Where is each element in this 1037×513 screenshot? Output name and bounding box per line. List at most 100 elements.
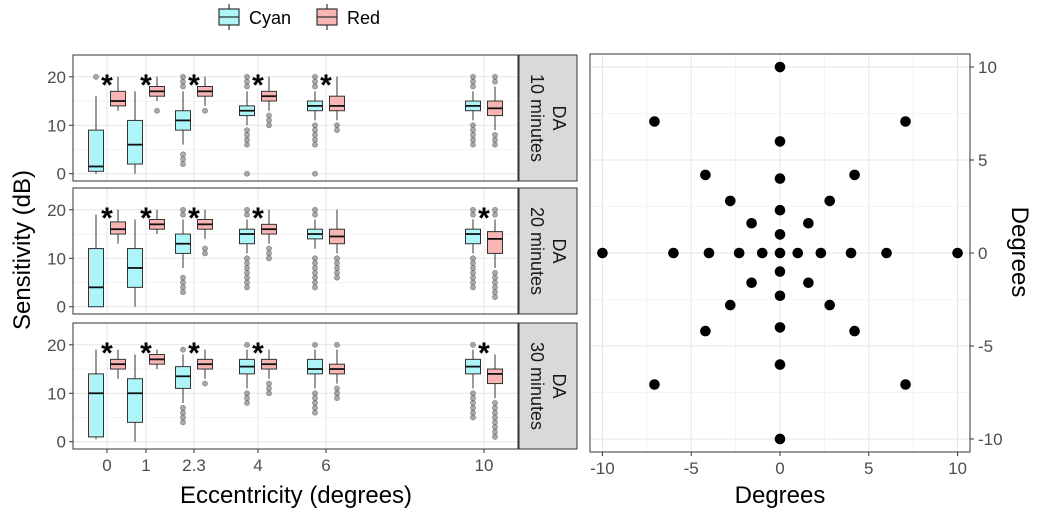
- box-red-4: [261, 76, 277, 129]
- outlier-point: [312, 78, 318, 85]
- outlier-point: [244, 170, 250, 177]
- scatter-point: [774, 61, 786, 73]
- outlier-point: [244, 269, 250, 276]
- outlier-point: [470, 404, 476, 411]
- outlier-point: [266, 390, 272, 397]
- outlier-point: [180, 409, 186, 416]
- scatter-point: [803, 217, 814, 229]
- outlier-point: [180, 83, 186, 90]
- box-red-2.3: [197, 349, 213, 387]
- box-red-1: [149, 209, 165, 235]
- outlier-point: [312, 206, 318, 213]
- box-red-1: [149, 349, 165, 370]
- outlier-point: [180, 346, 186, 353]
- box-iqr: [239, 228, 255, 245]
- outlier-point: [312, 136, 318, 143]
- box-iqr: [487, 368, 503, 385]
- scatter-point: [952, 247, 963, 259]
- outlier-point: [266, 250, 272, 257]
- box-cyan-10: [465, 73, 481, 148]
- box-iqr: [110, 90, 126, 107]
- outlier-point: [492, 269, 498, 276]
- box-cyan-1: [127, 91, 143, 174]
- outlier-point: [180, 211, 186, 218]
- outlier-point: [492, 409, 498, 416]
- boxplot-y-axis-title: Sensitivity (dB): [9, 170, 36, 330]
- scatter-point: [649, 379, 660, 390]
- outlier-point: [334, 265, 340, 271]
- significance-star: *: [101, 337, 113, 370]
- panel-border: [72, 187, 519, 315]
- outlier-point: [334, 395, 340, 402]
- scatter-point: [756, 247, 768, 259]
- legend-item-red: Red: [316, 4, 380, 30]
- scatter-point: [774, 290, 786, 302]
- box-iqr: [487, 231, 503, 254]
- facet-strip-label: 30 minutes: [527, 342, 547, 430]
- scatter-point: [724, 299, 736, 311]
- x-tick-label: 6: [321, 456, 330, 475]
- outlier-point: [312, 341, 318, 348]
- outlier-point: [312, 122, 318, 129]
- outlier-point: [312, 170, 318, 177]
- scatter-point: [881, 247, 892, 259]
- outlier-point: [266, 245, 272, 252]
- outlier-point: [312, 255, 318, 262]
- box-red-0: [110, 76, 126, 111]
- outlier-point: [492, 284, 498, 291]
- y-tick-label: -5: [978, 337, 993, 356]
- y-tick-label: 0: [57, 433, 66, 452]
- legend: Cyan Red: [218, 4, 380, 30]
- box-iqr: [127, 378, 143, 423]
- outlier-point: [312, 404, 318, 411]
- outlier-point: [244, 132, 250, 138]
- facet-strip: [518, 54, 578, 182]
- significance-star: *: [140, 202, 152, 235]
- outlier-point: [312, 83, 318, 90]
- scatter-point: [824, 299, 836, 311]
- scatter-point: [774, 204, 786, 216]
- outlier-point: [334, 122, 340, 129]
- scatter-point: [724, 195, 736, 207]
- box-cyan-6: [307, 206, 323, 291]
- y-tick-label: -10: [978, 430, 1003, 449]
- outlier-point: [492, 289, 498, 296]
- outlier-point: [470, 409, 476, 416]
- significance-star: *: [188, 69, 200, 102]
- outlier-point: [470, 132, 476, 138]
- outlier-point: [492, 404, 498, 411]
- scatter-point: [746, 277, 757, 289]
- outlier-point: [244, 136, 250, 143]
- outlier-point: [180, 279, 186, 286]
- outlier-point: [312, 284, 318, 291]
- y-tick-label: 10: [47, 116, 66, 135]
- facet-strip: [518, 322, 578, 450]
- facet-strip-label: DA: [549, 238, 569, 263]
- outlier-point: [334, 341, 340, 348]
- box-red-6: [329, 341, 345, 402]
- x-tick-label: 10: [948, 459, 967, 478]
- outlier-point: [244, 141, 250, 148]
- outlier-point: [312, 265, 318, 271]
- outlier-point: [244, 265, 250, 271]
- box-red-10: [487, 206, 503, 300]
- outlier-point: [470, 73, 476, 80]
- panel-background: [73, 323, 518, 449]
- outlier-point: [470, 414, 476, 421]
- outlier-point: [180, 404, 186, 411]
- box-red-10: [487, 354, 503, 440]
- y-tick-label: 10: [47, 249, 66, 268]
- outlier-point: [154, 107, 160, 114]
- outlier-point: [470, 83, 476, 90]
- x-tick-label: 4: [253, 456, 262, 475]
- y-tick-label: 10: [47, 384, 66, 403]
- outlier-point: [470, 400, 476, 406]
- box-red-6: [329, 76, 345, 134]
- outlier-point: [492, 424, 498, 431]
- outlier-point: [334, 255, 340, 262]
- outlier-point: [492, 414, 498, 421]
- outlier-point: [492, 206, 498, 213]
- outlier-point: [202, 245, 208, 252]
